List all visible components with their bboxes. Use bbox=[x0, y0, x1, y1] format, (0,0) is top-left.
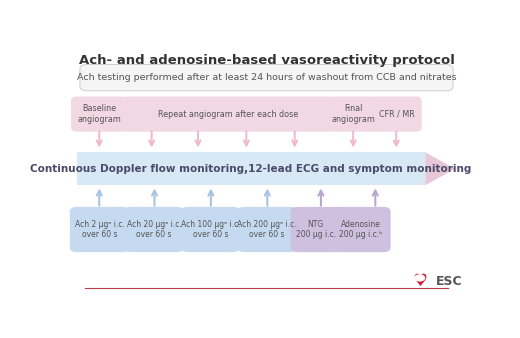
FancyBboxPatch shape bbox=[77, 152, 426, 185]
Text: Baseline
angiogram: Baseline angiogram bbox=[77, 104, 121, 124]
Text: Ach 100 μgᵃ i.c.
over 60 s: Ach 100 μgᵃ i.c. over 60 s bbox=[180, 220, 240, 239]
Text: Ach- and adenosine-based vasoreactivity protocol: Ach- and adenosine-based vasoreactivity … bbox=[79, 54, 454, 67]
Text: Continuous Doppler flow monitoring,12-lead ECG and symptom monitoring: Continuous Doppler flow monitoring,12-le… bbox=[30, 164, 471, 174]
FancyBboxPatch shape bbox=[328, 97, 379, 132]
Polygon shape bbox=[426, 152, 455, 185]
FancyBboxPatch shape bbox=[180, 207, 240, 252]
FancyBboxPatch shape bbox=[80, 65, 453, 91]
Text: ESC: ESC bbox=[436, 275, 462, 288]
Text: Ach 20 μgᵃ i.c.
over 60 s: Ach 20 μgᵃ i.c. over 60 s bbox=[127, 220, 181, 239]
Text: Adenosine
200 μg i.c.ᵇ: Adenosine 200 μg i.c.ᵇ bbox=[339, 220, 383, 239]
Text: NTG
200 μg i.c.: NTG 200 μg i.c. bbox=[295, 220, 336, 239]
Text: CFR / MR: CFR / MR bbox=[379, 110, 414, 119]
FancyBboxPatch shape bbox=[291, 207, 341, 252]
FancyBboxPatch shape bbox=[71, 97, 127, 132]
FancyBboxPatch shape bbox=[331, 207, 391, 252]
Circle shape bbox=[414, 274, 425, 282]
Text: Ach 200 μgᵃ i.c.
over 60 s: Ach 200 μgᵃ i.c. over 60 s bbox=[237, 220, 297, 239]
FancyBboxPatch shape bbox=[70, 207, 129, 252]
FancyBboxPatch shape bbox=[237, 207, 297, 252]
Text: Ach 2 μgᵃ i.c.
over 60 s: Ach 2 μgᵃ i.c. over 60 s bbox=[75, 220, 125, 239]
Text: Final
angiogram: Final angiogram bbox=[331, 104, 375, 124]
FancyBboxPatch shape bbox=[124, 207, 184, 252]
Text: ♥: ♥ bbox=[412, 272, 427, 290]
Text: Ach testing performed after at least 24 hours of washout from CCB and nitrates: Ach testing performed after at least 24 … bbox=[76, 73, 457, 82]
Text: Repeat angiogram after each dose: Repeat angiogram after each dose bbox=[158, 110, 298, 119]
FancyBboxPatch shape bbox=[62, 39, 471, 303]
FancyBboxPatch shape bbox=[371, 97, 422, 132]
FancyBboxPatch shape bbox=[122, 97, 335, 132]
